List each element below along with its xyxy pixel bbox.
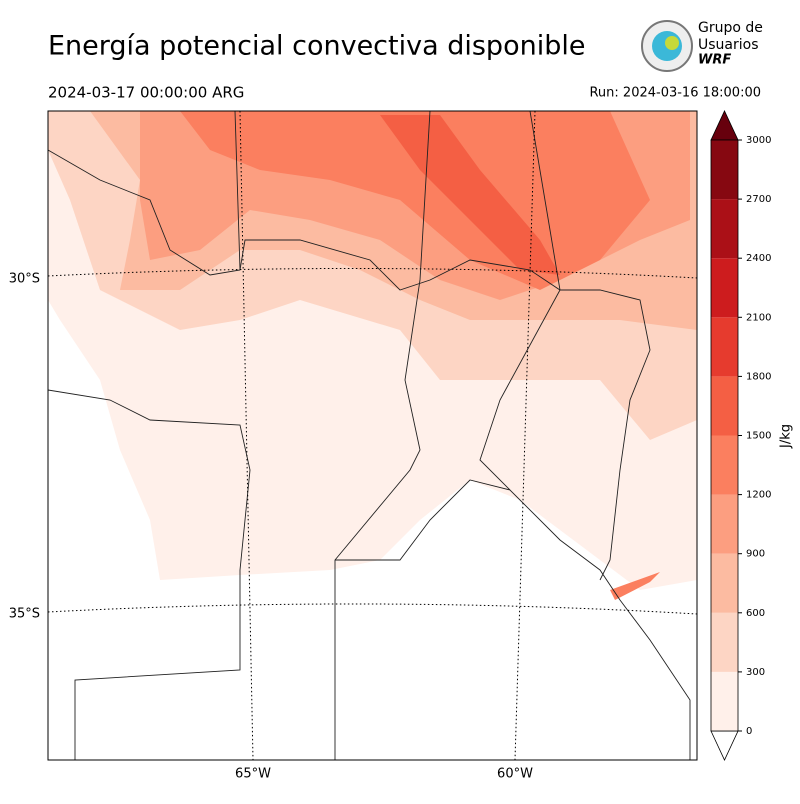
lat-label: 30°S [9,272,40,287]
map [48,111,697,760]
valid-time: 2024-03-17 00:00:00 ARG [48,84,244,102]
colorbar-tick-label: 300 [746,667,765,678]
colorbar-extend-min [710,730,739,761]
logo-text: Grupo de [698,20,763,36]
run-time: Run: 2024-03-16 18:00:00 [589,86,761,101]
colorbar-tick-label: 2400 [746,253,771,264]
colorbar-segment [711,258,738,318]
colorbar-tick-label: 0 [746,726,752,737]
colorbar-segment [711,671,738,731]
colorbar-segment [711,317,738,377]
colorbar-segment [711,199,738,259]
colorbar-tick-label: 2100 [746,312,771,323]
colorbar-tick-label: 2700 [746,194,771,205]
colorbar-segment [711,612,738,672]
colorbar-tick-label: 3000 [746,135,771,146]
lat-label: 35°S [9,607,40,622]
colorbar-extend-max [710,110,739,141]
title: Energía potencial convectiva disponible [48,31,585,62]
colorbar: 0 300 600 900 1200 1500 1800 2100 2400 2700 3000 [710,110,771,761]
colorbar-tick-label: 1200 [746,490,771,501]
lon-label: 65°W [235,767,271,782]
colorbar-segment [711,376,738,436]
borders [48,111,691,760]
colorbar-label: J/kg [779,424,794,449]
colorbar-segment [711,140,738,200]
logo-land [665,36,679,50]
colorbar-tick-label: 600 [746,608,765,619]
colorbar-segment [711,553,738,613]
logo-text: WRF [698,53,731,68]
map-frame [47,110,698,761]
colorbar-tick-label: 1800 [746,371,771,382]
colorbar-segment [711,435,738,495]
colorbar-tick-label: 900 [746,549,765,560]
cape-area [380,115,560,275]
logo-text: Usuarios [698,37,759,53]
lon-label: 60°W [497,767,533,782]
cape-area [610,572,660,600]
logo: Grupo de Usuarios WRF [641,20,763,72]
colorbar-tick-label: 1500 [746,431,771,442]
colorbar-segment [711,494,738,554]
graticule [48,111,697,760]
